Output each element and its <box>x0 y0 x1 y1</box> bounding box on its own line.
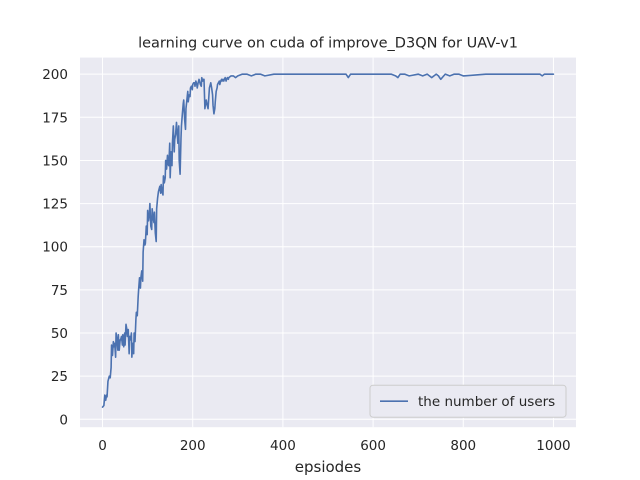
y-tick-label: 50 <box>51 326 68 342</box>
y-tick-label: 100 <box>42 240 68 256</box>
series-line <box>101 73 555 408</box>
y-tick-label: 0 <box>59 412 68 428</box>
data-layer <box>101 73 555 408</box>
legend-label: the number of users <box>418 394 555 410</box>
grid-lines <box>80 57 576 428</box>
y-tick-label: 75 <box>51 283 68 299</box>
x-tick-label: 1000 <box>536 438 570 454</box>
y-tick-label: 200 <box>42 67 68 83</box>
x-tick-label: 600 <box>360 438 386 454</box>
legend: the number of users <box>369 384 567 418</box>
y-tick-label: 150 <box>42 153 68 169</box>
x-tick-label: 0 <box>98 438 107 454</box>
x-axis-label: epsiodes <box>295 458 362 476</box>
x-tick-label: 800 <box>450 438 476 454</box>
y-tick-label: 125 <box>42 197 68 213</box>
y-tick-label: 25 <box>51 369 68 385</box>
tick-labels: 0 200 400 600 800 1000 0 25 50 75 100 125 150 175 200 <box>42 67 570 454</box>
y-tick-label: 175 <box>42 110 68 126</box>
x-tick-label: 400 <box>270 438 296 454</box>
x-tick-label: 200 <box>180 438 206 454</box>
chart-title: learning curve on cuda of improve_D3QN f… <box>138 36 518 52</box>
plot-background <box>80 57 576 428</box>
legend-box <box>369 384 567 418</box>
